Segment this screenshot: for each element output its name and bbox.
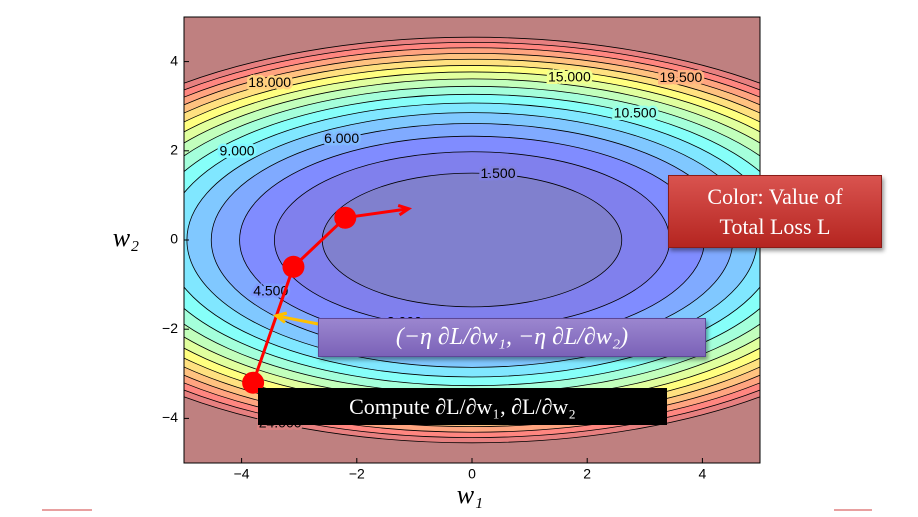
- y-tick-label: 2: [170, 142, 178, 158]
- contour-label: 6.000: [324, 130, 359, 146]
- annotation-box: (−η ∂L/∂w₁, −η ∂L/∂w₂): [318, 318, 706, 357]
- gradient-arrow: [272, 311, 323, 327]
- annotation-box: Color: Value of Total Loss L: [668, 175, 882, 248]
- y-tick-label: 4: [170, 52, 178, 68]
- contour-label: 1.500: [480, 165, 515, 181]
- annotation-box: Compute ∂L/∂w₁, ∂L/∂w₂: [258, 388, 667, 425]
- x-tick-label: 4: [699, 466, 707, 482]
- y-tick-label: −4: [162, 409, 178, 425]
- y-tick-label: 0: [170, 231, 178, 247]
- contour-line: [321, 172, 623, 308]
- contour-label: 9.000: [220, 143, 255, 159]
- x-axis-label: w₁: [457, 480, 483, 509]
- y-axis-label: w₂: [113, 223, 139, 252]
- point: [282, 255, 305, 278]
- x-tick-label: −2: [349, 466, 365, 482]
- x-tick-label: 2: [583, 466, 591, 482]
- x-tick-label: 0: [468, 466, 476, 482]
- contour-label: 18.000: [248, 74, 291, 90]
- contour-label: 19.500: [659, 69, 702, 85]
- point: [334, 206, 357, 229]
- y-tick-label: −2: [162, 320, 178, 336]
- contour-label: 15.000: [548, 68, 591, 84]
- contour-label: 4.500: [253, 283, 288, 299]
- contour-label: 10.500: [614, 105, 657, 121]
- x-tick-label: −4: [234, 466, 250, 482]
